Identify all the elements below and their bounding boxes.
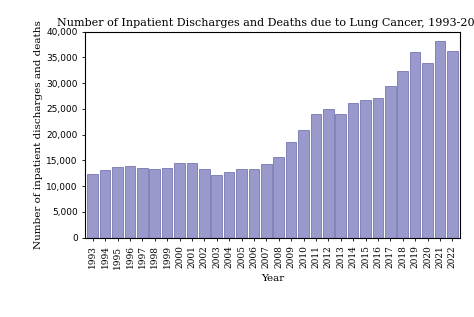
Bar (211, 175, 222, 238)
Bar (199, 169, 210, 238)
Bar (125, 166, 135, 238)
Bar (187, 163, 197, 238)
Bar (385, 86, 396, 238)
Bar (298, 130, 309, 238)
Bar (447, 51, 457, 238)
Bar (174, 163, 185, 238)
Bar (410, 52, 420, 238)
Bar (323, 109, 334, 238)
Bar (88, 174, 98, 238)
Bar (398, 71, 408, 238)
Bar (149, 169, 160, 238)
Bar (137, 168, 147, 238)
Bar (273, 157, 284, 238)
Bar (112, 167, 123, 238)
Bar (236, 169, 247, 238)
Bar (224, 172, 235, 238)
Bar (261, 164, 272, 238)
Bar (360, 100, 371, 238)
Bar (348, 103, 358, 238)
Bar (249, 169, 259, 238)
Bar (422, 63, 433, 238)
Bar (310, 114, 321, 238)
Bar (435, 42, 445, 238)
Bar (100, 170, 110, 238)
Title: Number of Inpatient Discharges and Deaths due to Lung Cancer, 1993-2022: Number of Inpatient Discharges and Death… (56, 18, 474, 28)
X-axis label: Year: Year (261, 274, 284, 283)
Bar (286, 142, 296, 238)
Bar (336, 114, 346, 238)
Bar (373, 98, 383, 238)
Bar (162, 168, 173, 238)
Y-axis label: Number of inpatient discharges and deaths: Number of inpatient discharges and death… (35, 20, 44, 249)
